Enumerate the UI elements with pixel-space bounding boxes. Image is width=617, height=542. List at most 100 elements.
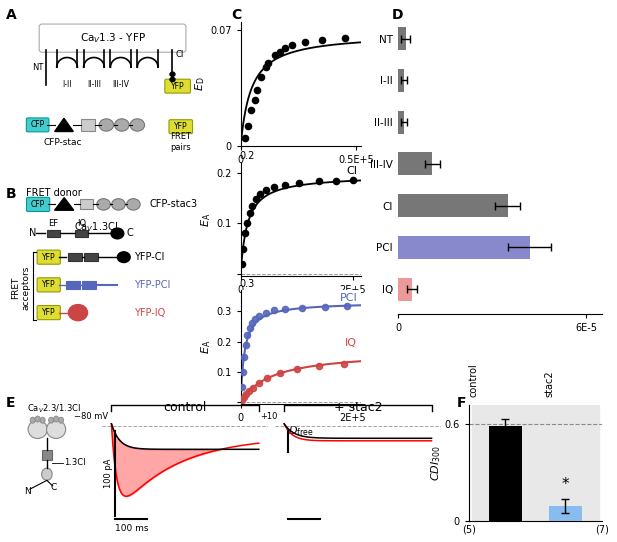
Point <box>294 178 304 187</box>
Text: + stac2: + stac2 <box>334 401 382 414</box>
Point <box>241 390 251 399</box>
Text: I-II: I-II <box>62 80 72 88</box>
Point <box>240 134 251 143</box>
Bar <box>472 405 538 521</box>
Point <box>261 308 271 317</box>
Text: FRET
pairs: FRET pairs <box>170 132 191 152</box>
Text: IQ: IQ <box>77 219 86 228</box>
Text: N: N <box>23 487 30 496</box>
Circle shape <box>30 417 35 423</box>
Text: C: C <box>127 229 134 238</box>
Text: CFP: CFP <box>30 120 44 130</box>
Polygon shape <box>55 118 73 132</box>
Point <box>252 86 262 94</box>
Circle shape <box>99 119 114 131</box>
Circle shape <box>126 199 140 210</box>
FancyBboxPatch shape <box>37 306 60 320</box>
Text: IQ: IQ <box>346 338 357 348</box>
Point <box>269 183 279 191</box>
FancyBboxPatch shape <box>169 120 193 134</box>
Point <box>317 36 326 44</box>
FancyBboxPatch shape <box>37 250 60 264</box>
Text: 100 ms: 100 ms <box>115 524 148 533</box>
Point <box>237 383 247 391</box>
Bar <box>85 253 98 261</box>
Circle shape <box>97 199 110 210</box>
Point <box>263 373 273 382</box>
Point <box>251 314 260 323</box>
Text: YFP: YFP <box>42 280 56 289</box>
Text: YFP: YFP <box>42 253 56 262</box>
Text: CFP: CFP <box>31 200 45 209</box>
Circle shape <box>130 119 144 131</box>
Circle shape <box>170 72 175 76</box>
Point <box>238 260 247 268</box>
FancyBboxPatch shape <box>27 118 49 132</box>
Text: control: control <box>164 401 207 414</box>
Y-axis label: $E_\mathrm{A}$: $E_\mathrm{A}$ <box>200 340 213 354</box>
Y-axis label: $E_\mathrm{A}$: $E_\mathrm{A}$ <box>200 212 213 227</box>
Bar <box>66 281 80 289</box>
Text: 1.3CI: 1.3CI <box>64 458 86 467</box>
Text: YFP: YFP <box>171 82 184 91</box>
Text: Ca$_V$1.3 - YFP: Ca$_V$1.3 - YFP <box>80 31 146 45</box>
Text: C: C <box>231 8 242 22</box>
Point <box>270 50 280 59</box>
Point <box>347 176 357 185</box>
Text: stac2: stac2 <box>545 370 555 397</box>
Bar <box>82 281 96 289</box>
Point <box>269 306 279 315</box>
Text: 0.2: 0.2 <box>239 151 255 162</box>
Point <box>275 369 284 378</box>
Bar <box>398 69 404 92</box>
Point <box>314 177 324 186</box>
Point <box>242 219 252 228</box>
Bar <box>80 119 95 131</box>
Bar <box>75 229 88 237</box>
Bar <box>398 194 508 217</box>
Circle shape <box>117 252 130 262</box>
Text: 0.3: 0.3 <box>239 279 255 289</box>
FancyBboxPatch shape <box>27 197 50 211</box>
Point <box>300 37 310 46</box>
Circle shape <box>35 416 40 422</box>
Bar <box>42 450 52 460</box>
Point <box>239 393 249 402</box>
Text: $K_\mathrm{a,EFF}$: $K_\mathrm{a,EFF}$ <box>484 0 515 2</box>
Point <box>238 396 247 404</box>
Point <box>238 367 248 376</box>
Text: PCI: PCI <box>339 293 357 304</box>
Point <box>251 195 260 203</box>
Text: CI: CI <box>346 166 357 176</box>
Point <box>340 34 350 43</box>
Bar <box>68 253 82 261</box>
Point <box>247 319 257 328</box>
Point <box>254 379 263 388</box>
Point <box>292 365 302 374</box>
Point <box>342 302 352 311</box>
Ellipse shape <box>46 420 65 438</box>
Text: C: C <box>51 483 57 492</box>
Circle shape <box>68 305 88 321</box>
X-axis label: $D_\mathrm{free}$: $D_\mathrm{free}$ <box>288 297 313 311</box>
Text: CFP-stac: CFP-stac <box>44 138 82 146</box>
Point <box>297 303 307 312</box>
Point <box>246 106 256 114</box>
Text: N: N <box>28 229 36 238</box>
Text: (7): (7) <box>595 525 608 535</box>
Text: E: E <box>6 396 15 410</box>
Text: FRET donor: FRET donor <box>26 188 81 198</box>
Point <box>286 41 296 49</box>
Circle shape <box>40 417 45 423</box>
Point <box>244 387 254 396</box>
Text: FRET
acceptors: FRET acceptors <box>11 266 30 310</box>
Circle shape <box>115 119 129 131</box>
X-axis label: $A_\mathrm{free}$: $A_\mathrm{free}$ <box>288 167 313 180</box>
Circle shape <box>111 228 124 239</box>
FancyBboxPatch shape <box>39 24 186 52</box>
Point <box>281 305 291 313</box>
Point <box>241 340 251 349</box>
Point <box>280 44 289 53</box>
Circle shape <box>59 417 64 423</box>
Bar <box>398 111 404 134</box>
